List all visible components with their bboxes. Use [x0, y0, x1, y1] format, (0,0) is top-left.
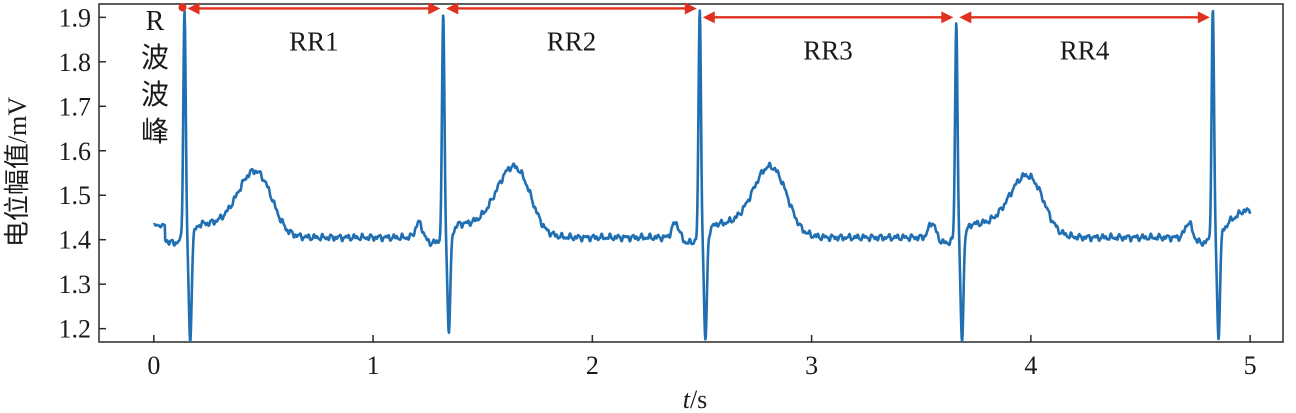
rr-arrow-head-right: [941, 11, 954, 24]
rr-arrow-head-left: [702, 11, 715, 24]
y-tick-label: 1.7: [59, 92, 92, 121]
x-tick-label: 0: [147, 351, 160, 380]
ecg-line: [152, 9, 1252, 343]
x-tick-label: 3: [805, 351, 818, 380]
annotation-char-3: 峰: [141, 116, 169, 148]
rr-arrow-1: RR1: [187, 2, 441, 56]
rr-arrow-2: RR2: [446, 2, 697, 56]
x-tick-label: 1: [367, 351, 380, 380]
annotation-char-0: R: [146, 6, 165, 37]
rr-label: RR4: [1060, 35, 1110, 65]
rr-label: RR2: [547, 26, 597, 56]
plot-border: [98, 3, 1284, 343]
y-axis-title: 电位幅值/mV: [3, 97, 32, 247]
r-peak-dot: [178, 3, 187, 12]
rr-arrow-4: RR4: [959, 11, 1210, 65]
y-tick-label: 1.3: [59, 270, 92, 299]
rr-arrow-head-left: [187, 2, 200, 15]
x-axis-title-variable: t: [683, 385, 691, 413]
x-axis-title: t/s: [683, 385, 708, 413]
x-axis: 0 1 2 3 4 5: [147, 335, 1257, 380]
rr-arrow-head-left: [959, 11, 972, 24]
r-peak-marker-layer: [178, 3, 187, 12]
y-tick-label: 1.8: [59, 48, 92, 77]
rr-label: RR1: [289, 26, 339, 56]
y-tick-label: 1.9: [59, 3, 92, 32]
x-tick-label: 5: [1244, 351, 1257, 380]
y-tick-label: 1.2: [59, 315, 92, 344]
x-tick-label: 4: [1024, 351, 1037, 380]
rr-arrow-3: RR3: [702, 11, 954, 65]
y-axis: 1.2 1.3 1.4 1.5 1.6 1.7 1.8 1.9: [59, 3, 106, 344]
rr-arrow-head-right: [1197, 11, 1210, 24]
rr-label: RR3: [803, 35, 853, 65]
rr-interval-arrows: RR1 RR2 RR3 RR4: [187, 2, 1210, 65]
ecg-signal: [152, 9, 1252, 343]
annotation-char-1: 波: [141, 42, 169, 74]
y-tick-label: 1.6: [59, 137, 92, 166]
rr-arrow-head-right: [684, 2, 697, 15]
y-tick-label: 1.4: [59, 226, 92, 255]
r-peak-annotation: R 波 波 峰: [141, 6, 169, 148]
rr-arrow-head-left: [446, 2, 459, 15]
annotation-char-2: 波: [141, 79, 169, 111]
y-tick-label: 1.5: [59, 181, 92, 210]
rr-arrow-head-right: [428, 2, 441, 15]
plot-area: [98, 3, 1284, 343]
x-tick-label: 2: [586, 351, 599, 380]
x-axis-title-unit: /s: [690, 385, 707, 413]
